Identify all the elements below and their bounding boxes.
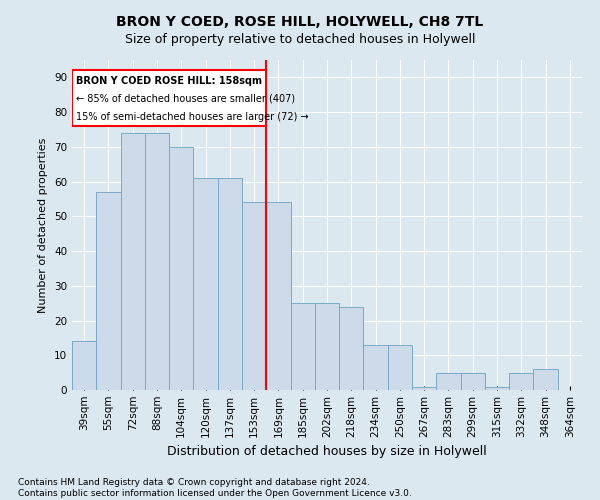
Text: BRON Y COED, ROSE HILL, HOLYWELL, CH8 7TL: BRON Y COED, ROSE HILL, HOLYWELL, CH8 7T… bbox=[116, 15, 484, 29]
Text: 15% of semi-detached houses are larger (72) →: 15% of semi-detached houses are larger (… bbox=[76, 112, 308, 122]
Bar bbox=[121, 133, 145, 390]
Bar bbox=[485, 386, 509, 390]
Bar bbox=[436, 372, 461, 390]
Bar bbox=[169, 147, 193, 390]
Bar bbox=[339, 306, 364, 390]
Y-axis label: Number of detached properties: Number of detached properties bbox=[38, 138, 49, 312]
Bar bbox=[364, 345, 388, 390]
Bar bbox=[218, 178, 242, 390]
Bar bbox=[290, 303, 315, 390]
Bar bbox=[145, 133, 169, 390]
Text: ← 85% of detached houses are smaller (407): ← 85% of detached houses are smaller (40… bbox=[76, 94, 295, 104]
Bar bbox=[242, 202, 266, 390]
Bar bbox=[388, 345, 412, 390]
Bar bbox=[266, 202, 290, 390]
Bar bbox=[533, 369, 558, 390]
Text: Contains HM Land Registry data © Crown copyright and database right 2024.
Contai: Contains HM Land Registry data © Crown c… bbox=[18, 478, 412, 498]
X-axis label: Distribution of detached houses by size in Holywell: Distribution of detached houses by size … bbox=[167, 446, 487, 458]
Bar bbox=[461, 372, 485, 390]
Bar bbox=[193, 178, 218, 390]
Text: BRON Y COED ROSE HILL: 158sqm: BRON Y COED ROSE HILL: 158sqm bbox=[76, 76, 262, 86]
Bar bbox=[412, 386, 436, 390]
Bar bbox=[315, 303, 339, 390]
Bar bbox=[72, 342, 96, 390]
Bar bbox=[96, 192, 121, 390]
FancyBboxPatch shape bbox=[72, 70, 266, 126]
Bar bbox=[509, 372, 533, 390]
Text: Size of property relative to detached houses in Holywell: Size of property relative to detached ho… bbox=[125, 32, 475, 46]
